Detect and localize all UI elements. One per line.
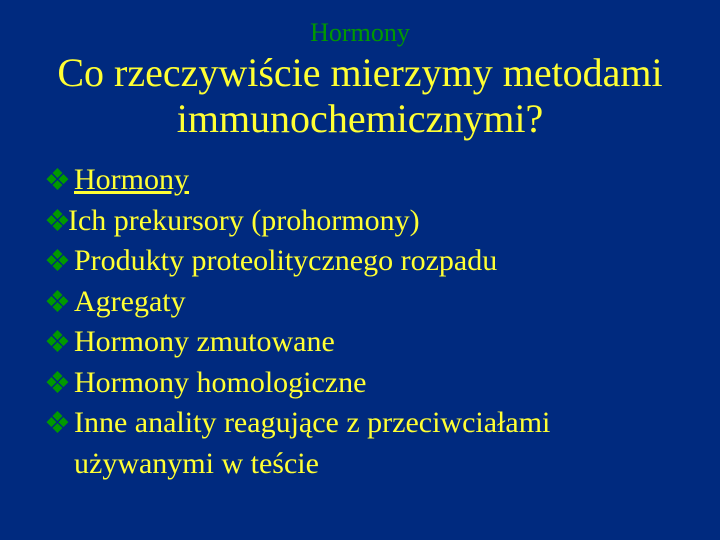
bullet-list: ❖ Hormony ❖ Ich prekursory (prohormony) … xyxy=(40,160,680,484)
slide-supertitle: Hormony xyxy=(40,12,680,48)
list-item: ❖ Agregaty xyxy=(44,282,680,323)
diamond-bullet-icon: ❖ xyxy=(44,403,74,439)
list-item-text: Hormony zmutowane xyxy=(74,322,335,363)
list-item: ❖ Ich prekursory (prohormony) xyxy=(44,201,680,242)
list-item-text: Agregaty xyxy=(74,282,186,323)
list-item: ❖ Hormony homologiczne xyxy=(44,363,680,404)
list-item-text: Hormony homologiczne xyxy=(74,363,366,404)
diamond-bullet-icon: ❖ xyxy=(44,160,74,196)
list-item: ❖ Inne anality reagujące z przeciwciałam… xyxy=(44,403,680,484)
list-item: ❖ Hormony zmutowane xyxy=(44,322,680,363)
list-item: ❖ Hormony xyxy=(44,160,680,201)
slide: Hormony Co rzeczywiście mierzymy metodam… xyxy=(0,0,720,540)
list-item: ❖ Produkty proteolitycznego rozpadu xyxy=(44,241,680,282)
list-item-text: Ich prekursory (prohormony) xyxy=(68,201,420,242)
slide-title: Co rzeczywiście mierzymy metodami immuno… xyxy=(40,50,680,142)
diamond-bullet-icon: ❖ xyxy=(44,282,74,318)
list-item-text: Produkty proteolitycznego rozpadu xyxy=(74,241,497,282)
diamond-bullet-icon: ❖ xyxy=(44,241,74,277)
list-item-text: Hormony xyxy=(74,160,189,201)
diamond-bullet-icon: ❖ xyxy=(44,363,74,399)
list-item-text: Inne anality reagujące z przeciwciałami … xyxy=(74,403,680,484)
diamond-bullet-icon: ❖ xyxy=(44,322,74,358)
